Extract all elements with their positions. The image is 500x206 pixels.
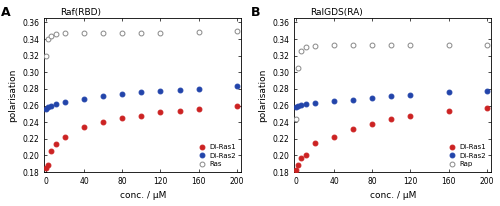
Legend: Di-Ras1, Di-Ras2, Rap: Di-Ras1, Di-Ras2, Rap (443, 143, 488, 169)
Text: A: A (1, 6, 11, 19)
Text: B: B (251, 6, 260, 19)
Text: Raf(RBD): Raf(RBD) (60, 8, 101, 18)
Y-axis label: polarisation: polarisation (8, 68, 17, 122)
X-axis label: conc. / μM: conc. / μM (370, 191, 416, 200)
Y-axis label: polarisation: polarisation (258, 68, 267, 122)
Legend: Di-Ras1, Di-Ras2, Ras: Di-Ras1, Di-Ras2, Ras (193, 143, 238, 169)
X-axis label: conc. / μM: conc. / μM (120, 191, 166, 200)
Text: RalGDS(RA): RalGDS(RA) (310, 8, 363, 18)
